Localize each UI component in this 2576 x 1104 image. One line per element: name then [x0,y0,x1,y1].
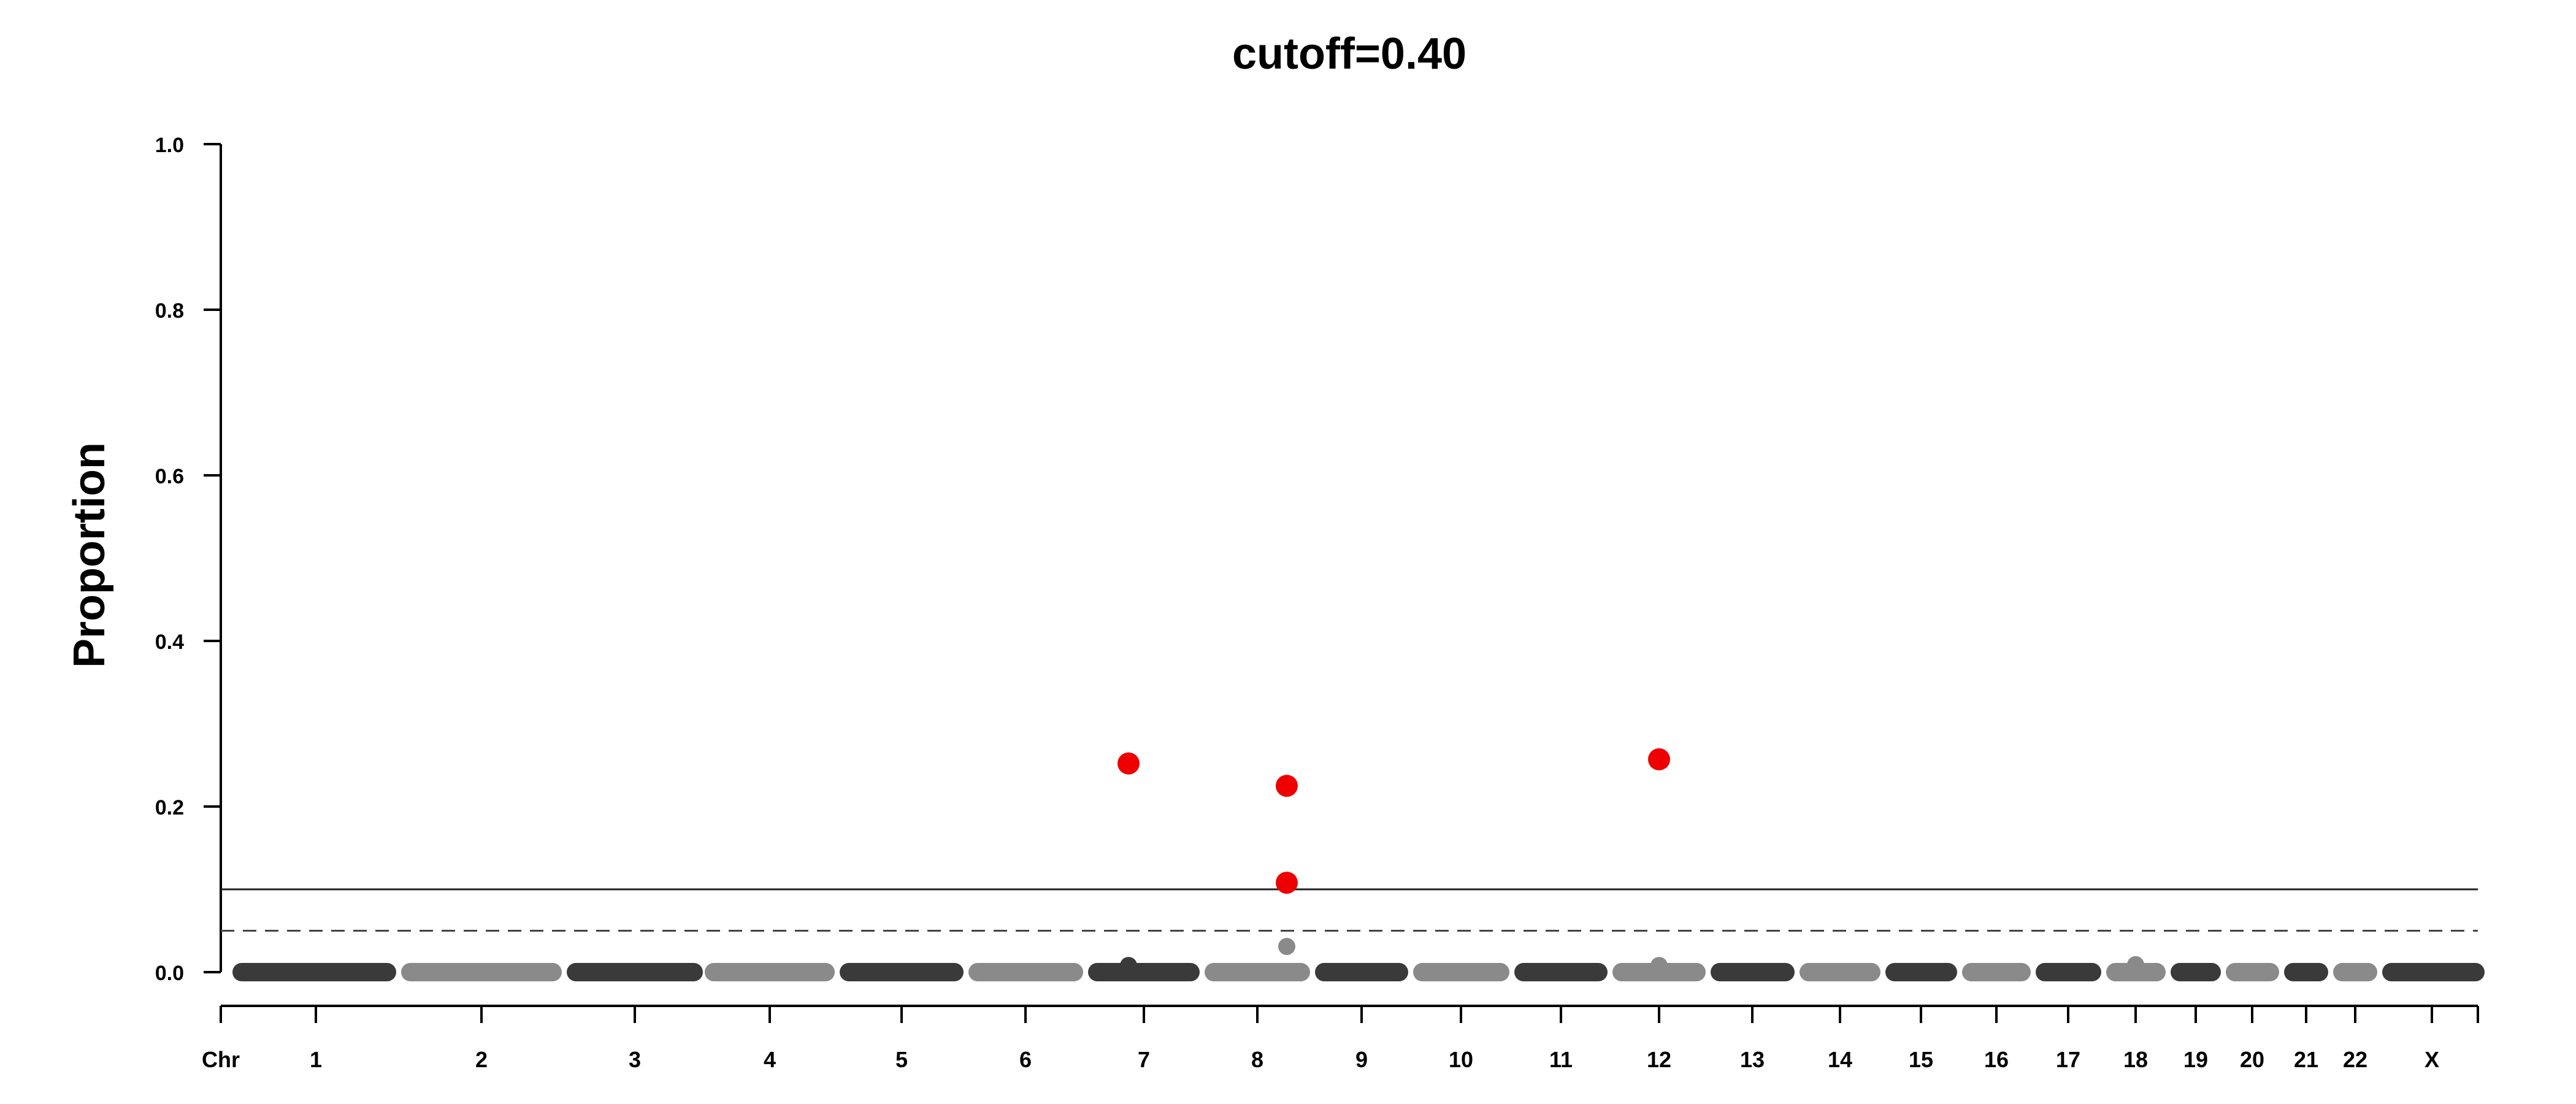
x-tick-label-chr-8: 8 [1251,1047,1263,1072]
x-tick-label-chr-11: 11 [1549,1047,1573,1072]
x-tick-label-chr-1: 1 [310,1047,322,1072]
x-tick-label-chr-2: 2 [475,1047,488,1072]
x-tick-label-chr-13: 13 [1740,1047,1765,1072]
x-tick-label-chr-10: 10 [1449,1047,1473,1072]
x-tick-label-chr-12: 12 [1647,1047,1671,1072]
highlight-point [1117,752,1140,775]
data-point [1120,957,1137,975]
x-tick-label-chr-4: 4 [764,1047,776,1072]
y-tick-label: 0.2 [155,796,184,819]
x-axis: 1 2 3 4 5 6 7 8 9 10 11 12 13 14 15 16 17 18 19 20 21 22 X [220,1005,2479,1072]
x-tick-label-chr-3: 3 [629,1047,641,1072]
x-tick-label-chr-16: 16 [1984,1047,2009,1072]
reference-lines [221,888,2478,932]
x-tick-label-chr-14: 14 [1828,1047,1852,1072]
data-point [1650,957,1668,975]
x-tick-label-chr-22: 22 [2343,1047,2367,1072]
y-axis: 0.0 0.2 0.4 0.6 0.8 1.0 [155,134,222,985]
x-axis-prefix-label: Chr [202,1047,240,1072]
y-tick-label: 0.8 [155,299,184,323]
x-tick-label-chr-5: 5 [895,1047,908,1072]
y-tick-label: 0.6 [155,465,184,488]
x-tick-label-chr-17: 17 [2056,1047,2080,1072]
highlight-point [1648,748,1670,771]
x-tick-label-chr-21: 21 [2294,1047,2318,1072]
x-tick-label-chr-19: 19 [2183,1047,2208,1072]
x-tick-label-chr-18: 18 [2123,1047,2148,1072]
y-axis-label: Proportion [65,442,114,668]
highlight-point [1276,872,1298,894]
x-tick-label-chr-9: 9 [1355,1047,1368,1072]
highlight-point [1276,775,1298,797]
x-tick-label-chr-x: X [2425,1047,2439,1072]
x-tick-label-chr-20: 20 [2240,1047,2264,1072]
chart-title: cutoff=0.40 [1232,29,1466,79]
data-points [1117,748,2144,975]
x-tick-label-chr-15: 15 [1909,1047,1933,1072]
x-tick-label-chr-6: 6 [1019,1047,1032,1072]
data-point [1278,938,1295,956]
y-tick-label: 0.0 [155,962,184,985]
data-point [2127,956,2144,973]
x-tick-label-chr-7: 7 [1138,1047,1150,1072]
y-tick-label: 0.4 [155,631,184,654]
y-tick-label: 1.0 [155,134,184,157]
